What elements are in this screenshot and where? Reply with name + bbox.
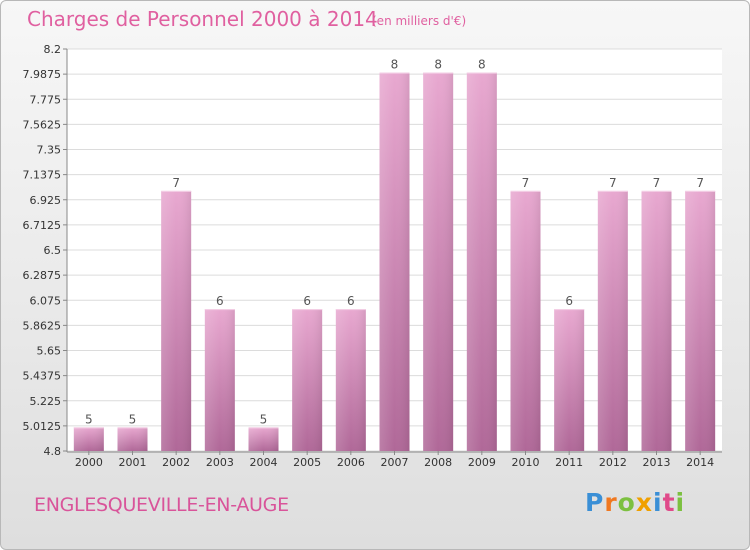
value-label: 7 [522,176,530,190]
x-tick-label: 2006 [337,456,365,469]
x-tick-label: 2000 [75,456,103,469]
bar-shine [685,190,716,451]
value-label: 6 [565,294,573,308]
value-label: 5 [260,412,268,426]
y-tick-label: 5.8625 [23,319,62,332]
y-tick-label: 6.2875 [23,269,62,282]
x-tick-label: 2008 [424,456,452,469]
x-axis-ticks: 2000 2001 2002 2003 2004 2005 2006 2007 2008 2009… [75,451,714,469]
x-tick-label: 2014 [686,456,714,469]
bar-shine [379,72,410,451]
bar-shine [73,427,104,451]
x-tick-label: 2007 [381,456,409,469]
proxiti-logo[interactable]: Proxiti [585,488,685,517]
logo-letter: o [617,488,636,517]
x-tick-label: 2002 [162,456,190,469]
y-tick-label: 7.9875 [23,68,62,81]
chart-title: Charges de Personnel 2000 à 2014 [27,7,378,31]
value-labels: 5 5 7 6 5 6 6 8 8 8 7 6 7 7 7 [85,58,704,427]
y-tick-label: 8.2 [44,43,62,56]
bars [73,72,716,451]
y-axis-ticks: 8.2 7.9875 7.775 7.5625 7.35 7.1375 6.925 6.712… [23,43,67,458]
value-label: 6 [303,294,311,308]
value-label: 7 [172,176,180,190]
y-tick-label: 7.1375 [23,169,62,182]
value-label: 8 [478,58,486,72]
bar-shine [292,309,323,451]
y-tick-label: 7.5625 [23,118,62,131]
y-tick-label: 6.5 [44,244,62,257]
value-label: 8 [391,58,399,72]
commune-name: ENGLESQUEVILLE-EN-AUGE [34,494,289,516]
bar-shine [466,72,497,451]
y-tick-label: 4.8 [44,445,62,458]
value-label: 7 [609,176,617,190]
y-tick-label: 5.4375 [23,370,62,383]
value-label: 5 [85,412,93,426]
x-tick-label: 2001 [119,456,147,469]
y-tick-label: 6.075 [30,294,62,307]
x-tick-label: 2010 [512,456,540,469]
value-label: 7 [653,176,661,190]
y-tick-label: 5.65 [37,345,62,358]
bar-shine [248,427,279,451]
bar-shine [161,190,192,451]
value-label: 6 [347,294,355,308]
y-tick-label: 5.225 [30,395,62,408]
y-tick-label: 5.0125 [23,420,62,433]
x-tick-label: 2011 [555,456,583,469]
value-label: 5 [129,412,137,426]
bar-shine [554,309,585,451]
value-label: 8 [434,58,442,72]
y-tick-label: 6.7125 [23,219,62,232]
bar-shine [641,190,672,451]
logo-letter: P [585,488,605,517]
y-tick-label: 7.35 [37,144,62,157]
bar-shine [423,72,454,451]
bar-shine [204,309,235,451]
logo-letter: x [635,488,653,517]
x-tick-label: 2013 [643,456,671,469]
x-tick-label: 2003 [206,456,234,469]
x-tick-label: 2004 [250,456,278,469]
logo-letter: i [675,488,686,517]
y-tick-label: 7.775 [30,93,62,106]
chart-subtitle: (en milliers d'€) [372,14,467,28]
x-tick-label: 2012 [599,456,627,469]
bar-shine [597,190,628,451]
y-tick-label: 6.925 [30,194,62,207]
x-tick-label: 2009 [468,456,496,469]
bar-shine [335,309,366,451]
bar-shine [117,427,148,451]
logo-letter: i [653,488,663,517]
bar-shine [510,190,541,451]
logo-letter: t [662,488,676,517]
x-tick-label: 2005 [293,456,321,469]
value-label: 7 [696,176,704,190]
logo-letter: r [604,488,618,517]
value-label: 6 [216,294,224,308]
